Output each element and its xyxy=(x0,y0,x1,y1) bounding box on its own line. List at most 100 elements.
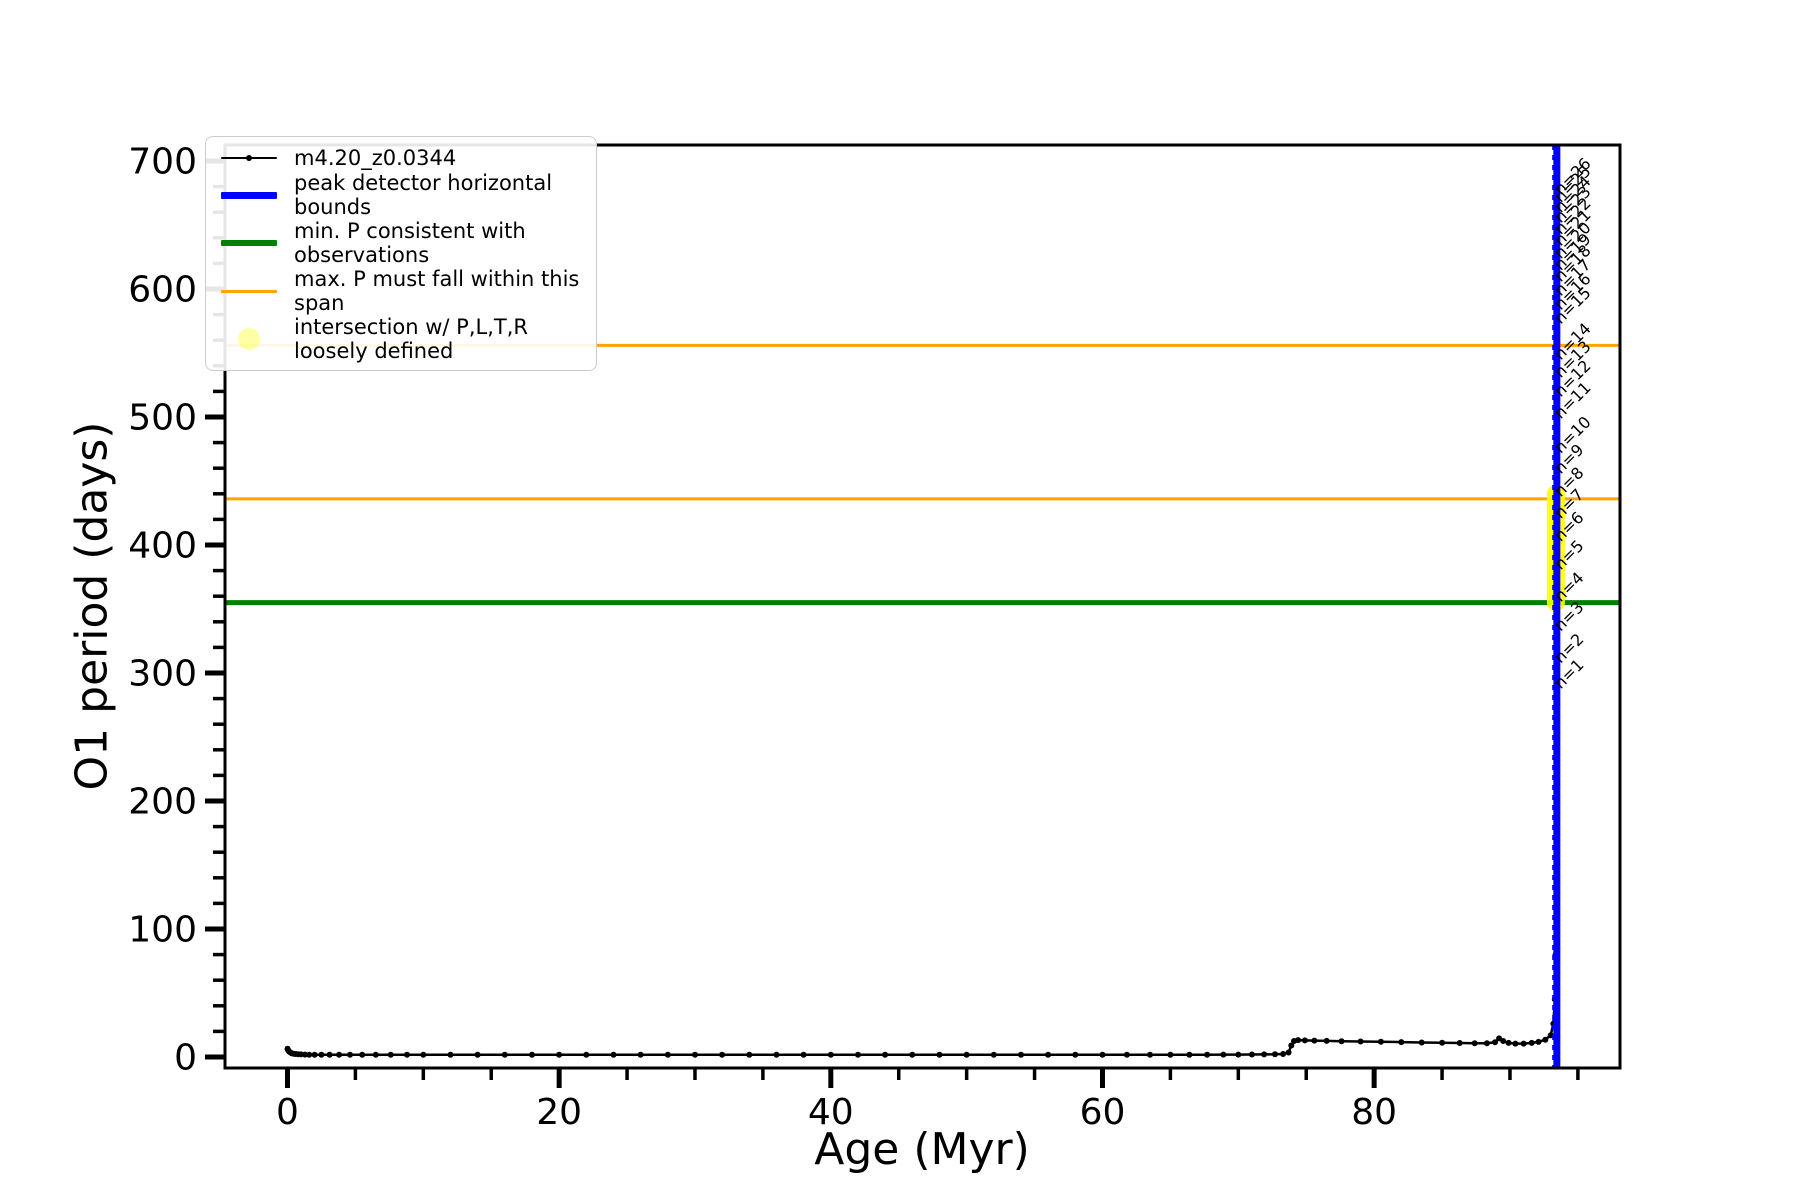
track-line-dot-swatch xyxy=(218,154,280,161)
track-marker xyxy=(1483,1040,1490,1047)
track-marker xyxy=(1295,1037,1302,1044)
track-marker xyxy=(1167,1051,1174,1058)
legend: m4.20_z0.0344 peak detector horizontal b… xyxy=(205,136,597,371)
plot-border xyxy=(223,143,1622,1070)
track-marker xyxy=(1261,1051,1268,1058)
y-tick-label: 300 xyxy=(128,654,197,695)
track-marker xyxy=(1357,1038,1364,1045)
track-marker xyxy=(692,1051,698,1058)
track-marker xyxy=(1492,1039,1498,1046)
track-marker xyxy=(1288,1042,1295,1049)
track-marker xyxy=(1123,1051,1130,1058)
track-marker xyxy=(1500,1038,1507,1044)
orange-line-swatch xyxy=(218,289,280,293)
track-marker xyxy=(387,1051,394,1058)
x-tick-label: 60 xyxy=(1080,1092,1126,1133)
legend-item-min-p: min. P consistent with observations xyxy=(218,219,586,267)
track-marker xyxy=(1528,1039,1535,1046)
track-marker xyxy=(404,1051,410,1058)
track-marker xyxy=(1471,1040,1478,1047)
track-marker xyxy=(1280,1051,1287,1057)
legend-label-track: m4.20_z0.0344 xyxy=(294,145,457,170)
legend-item-intersection: intersection w/ P,L,T,R loosely defined xyxy=(218,315,586,363)
track-marker xyxy=(1377,1038,1384,1045)
track-marker xyxy=(501,1051,508,1058)
y-tick-label: 0 xyxy=(174,1038,197,1079)
track-marker xyxy=(1398,1039,1405,1046)
track-marker xyxy=(746,1051,753,1058)
track-marker xyxy=(1456,1040,1463,1046)
track-marker xyxy=(1301,1037,1308,1044)
track-marker xyxy=(719,1051,726,1058)
track-marker xyxy=(909,1051,916,1058)
track-marker xyxy=(306,1051,313,1058)
y-tick-label: 200 xyxy=(128,782,197,823)
track-marker xyxy=(773,1051,780,1058)
y-tick-label: 700 xyxy=(128,142,197,183)
track-marker xyxy=(855,1051,861,1058)
y-tick-label: 500 xyxy=(128,398,197,439)
track-marker xyxy=(326,1051,333,1058)
yellow-circle-swatch xyxy=(218,328,280,350)
track-marker xyxy=(1285,1049,1292,1056)
track-marker xyxy=(556,1051,563,1058)
y-tick-label: 600 xyxy=(128,270,197,311)
track-marker xyxy=(1520,1040,1527,1047)
x-axis-label: Age (Myr) xyxy=(814,1124,1030,1175)
x-tick-label: 20 xyxy=(536,1092,582,1133)
track-marker xyxy=(1311,1037,1318,1044)
track-marker xyxy=(1512,1040,1519,1047)
blue-line-swatch xyxy=(218,191,280,199)
track-marker xyxy=(882,1051,889,1058)
track-marker xyxy=(963,1051,970,1058)
track-marker xyxy=(529,1051,535,1058)
x-tick-label: 0 xyxy=(276,1092,299,1133)
y-tick-label: 100 xyxy=(128,910,197,951)
track-marker xyxy=(1235,1051,1242,1058)
track-marker xyxy=(347,1051,353,1058)
green-line-swatch xyxy=(218,240,280,246)
track-marker xyxy=(664,1051,671,1058)
track-marker xyxy=(447,1051,454,1058)
track-marker xyxy=(1072,1051,1079,1058)
track-marker xyxy=(1439,1039,1446,1046)
legend-item-peak-bounds: peak detector horizontal bounds xyxy=(218,171,586,219)
track-marker xyxy=(1045,1051,1052,1058)
track-marker xyxy=(1099,1051,1106,1058)
track-marker xyxy=(1147,1051,1153,1058)
y-tick-label: 400 xyxy=(128,526,197,567)
y-axis-label: O1 period (days) xyxy=(66,421,118,791)
track-marker xyxy=(1018,1051,1024,1058)
track-marker xyxy=(583,1051,590,1058)
track-marker xyxy=(1535,1038,1542,1045)
track-marker xyxy=(474,1051,481,1058)
x-tick-label: 40 xyxy=(808,1092,854,1133)
track-marker xyxy=(1186,1051,1193,1058)
track-marker xyxy=(311,1051,318,1058)
track-marker xyxy=(1418,1039,1425,1046)
legend-label-intersection: intersection w/ P,L,T,R loosely defined xyxy=(294,315,528,363)
track-marker xyxy=(359,1051,366,1058)
track-marker xyxy=(637,1051,644,1058)
track-marker xyxy=(827,1051,834,1058)
legend-item-max-p: max. P must fall within this span xyxy=(218,267,586,315)
track-marker xyxy=(420,1051,427,1058)
track-marker xyxy=(372,1051,379,1058)
legend-label-min-p: min. P consistent with observations xyxy=(294,219,526,267)
track-marker xyxy=(336,1051,343,1058)
track-marker xyxy=(1542,1036,1549,1043)
track-marker xyxy=(1323,1037,1330,1044)
track-marker xyxy=(1272,1051,1278,1058)
legend-item-track: m4.20_z0.0344 xyxy=(218,144,586,171)
track-marker xyxy=(1220,1051,1227,1058)
legend-label-max-p: max. P must fall within this span xyxy=(294,267,580,315)
x-tick-label: 80 xyxy=(1351,1092,1397,1133)
track-marker xyxy=(610,1051,617,1058)
track-marker xyxy=(1204,1051,1211,1058)
track-marker xyxy=(800,1051,807,1058)
track-marker xyxy=(1248,1051,1255,1058)
track-marker xyxy=(1338,1038,1345,1045)
legend-label-peak-bounds: peak detector horizontal bounds xyxy=(294,171,553,219)
